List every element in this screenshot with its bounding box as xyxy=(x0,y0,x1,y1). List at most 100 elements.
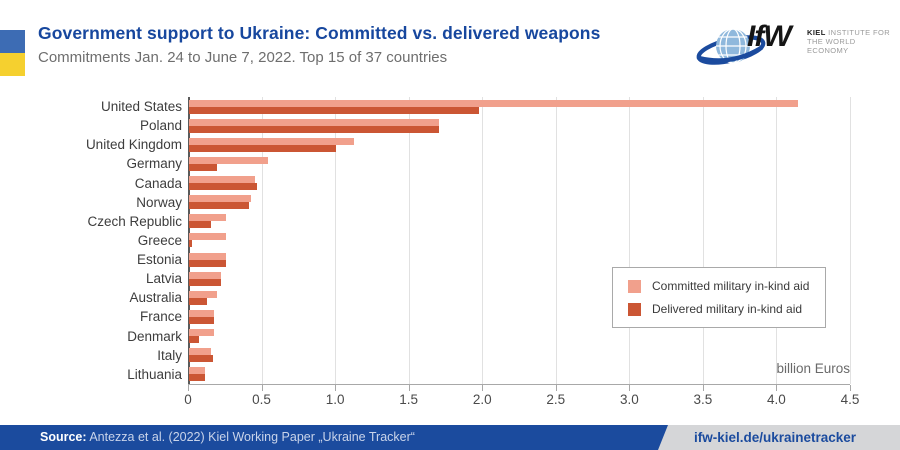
category-label: France xyxy=(139,309,182,325)
category-label: Australia xyxy=(129,290,182,306)
flag-yellow-stripe xyxy=(0,53,25,76)
y-axis-line xyxy=(188,97,190,384)
source-text: Antezza et al. (2022) Kiel Working Paper… xyxy=(86,430,415,444)
category-label: United States xyxy=(100,99,182,114)
logo-institute-text: KIEL INSTITUTE FOR THE WORLD ECONOMY xyxy=(807,28,895,55)
x-tick-mark xyxy=(776,385,778,391)
x-tick-mark xyxy=(335,385,337,391)
bar-committed xyxy=(189,99,799,107)
x-tick-label: 4.5 xyxy=(840,392,860,407)
bar-delivered xyxy=(189,278,222,286)
x-tick-label: 2.0 xyxy=(472,392,492,407)
bar-delivered xyxy=(189,355,213,363)
bar-delivered xyxy=(189,183,257,191)
x-tick-labels: 0 0.5 1.0 1.5 2.0 2.5 3.0 3.5 4.0 4.5 xyxy=(184,392,859,408)
bar-delivered xyxy=(189,163,217,171)
x-tick-label: 0 xyxy=(184,392,192,407)
category-label: Greece xyxy=(137,232,182,248)
x-tick-label: 1.0 xyxy=(325,392,345,407)
category-label: Norway xyxy=(136,194,182,210)
gridline xyxy=(482,97,484,384)
legend-swatch-delivered-icon xyxy=(628,302,641,316)
bar-committed xyxy=(189,233,226,241)
bar-committed xyxy=(189,118,440,126)
bar-delivered xyxy=(189,240,192,248)
legend-label-committed: Committed military in-kind aid xyxy=(652,279,810,293)
x-axis-unit-label: billion Euros xyxy=(776,361,850,376)
legend-item-delivered: Delivered military in-kind aid xyxy=(628,302,825,316)
tracker-url-link[interactable]: ifw-kiel.de/ukrainetracker xyxy=(693,430,857,445)
category-label: Canada xyxy=(134,175,182,191)
category-label: United Kingdom xyxy=(85,137,182,153)
bar-delivered xyxy=(189,106,479,114)
x-tick-label: 2.5 xyxy=(546,392,566,407)
gridline xyxy=(629,97,631,384)
x-tick-label: 3.5 xyxy=(693,392,713,407)
bar-committed xyxy=(189,195,251,203)
ukraine-flag-icon xyxy=(0,30,25,76)
bar-committed xyxy=(189,271,222,279)
legend-box: Committed military in-kind aid Delivered… xyxy=(612,267,826,328)
bar-committed xyxy=(189,329,214,337)
bar-committed xyxy=(189,214,226,222)
ifw-kiel-logo: IfW KIEL INSTITUTE FOR THE WORLD ECONOMY xyxy=(695,14,895,76)
logo-ifw-text: IfW xyxy=(747,20,792,53)
x-tick-mark xyxy=(188,385,189,391)
gridline xyxy=(408,97,410,384)
bar-delivered xyxy=(189,374,206,382)
category-label: Lithuania xyxy=(127,366,182,382)
plot-area xyxy=(188,97,851,391)
bar-delivered xyxy=(189,316,214,324)
bar-committed xyxy=(189,176,256,184)
bar-committed xyxy=(189,367,206,375)
page-title: Government support to Ukraine: Committed… xyxy=(38,23,601,43)
gridline xyxy=(335,97,337,384)
logo-line1-rest: INSTITUTE FOR xyxy=(825,28,891,37)
category-label: Denmark xyxy=(127,328,182,344)
bar-committed xyxy=(189,252,226,260)
x-tick-label: 0.5 xyxy=(252,392,271,407)
legend-item-committed: Committed military in-kind aid xyxy=(628,279,825,293)
x-tick-mark xyxy=(555,385,557,391)
bar-committed xyxy=(189,137,354,145)
logo-kiel-text: KIEL xyxy=(807,28,826,37)
gridline xyxy=(776,97,778,384)
x-tick-mark xyxy=(850,385,851,391)
bar-committed xyxy=(189,309,214,317)
logo-line2: THE WORLD ECONOMY xyxy=(807,37,856,55)
gridline xyxy=(555,97,557,384)
category-label: Latvia xyxy=(145,271,182,287)
flag-blue-stripe xyxy=(0,30,25,53)
bar-delivered xyxy=(189,221,212,229)
x-tick-label: 1.5 xyxy=(399,392,419,407)
legend-swatch-committed-icon xyxy=(628,279,641,293)
bar-committed xyxy=(189,290,217,298)
bar-delivered xyxy=(189,297,207,305)
gridline xyxy=(850,97,851,384)
x-tick-mark xyxy=(261,385,263,391)
url-ribbon: ifw-kiel.de/ukrainetracker xyxy=(658,425,900,450)
source-label: Source: xyxy=(40,430,87,444)
bar-delivered xyxy=(189,259,226,267)
bar-delivered xyxy=(189,202,250,210)
bar-delivered xyxy=(189,144,337,152)
footer-bar: Source: Antezza et al. (2022) Kiel Worki… xyxy=(0,425,900,450)
category-label: Germany xyxy=(126,156,182,172)
globe-icon xyxy=(696,28,766,65)
category-label: Czech Republic xyxy=(87,213,182,229)
category-label: Italy xyxy=(157,347,182,363)
category-label: Poland xyxy=(139,118,182,134)
gridline xyxy=(261,97,263,384)
x-tick-mark xyxy=(629,385,631,391)
x-tick-mark xyxy=(408,385,410,391)
x-tick-label: 3.0 xyxy=(619,392,639,407)
x-axis-line xyxy=(188,383,850,385)
legend-label-delivered: Delivered military in-kind aid xyxy=(652,302,803,316)
source-line: Source: Antezza et al. (2022) Kiel Worki… xyxy=(40,425,415,450)
page-subtitle: Commitments Jan. 24 to June 7, 2022. Top… xyxy=(38,49,448,66)
x-tick-label: 4.0 xyxy=(767,392,786,407)
bar-delivered xyxy=(189,125,440,133)
bar-committed xyxy=(189,348,212,356)
category-label: Estonia xyxy=(136,252,182,268)
